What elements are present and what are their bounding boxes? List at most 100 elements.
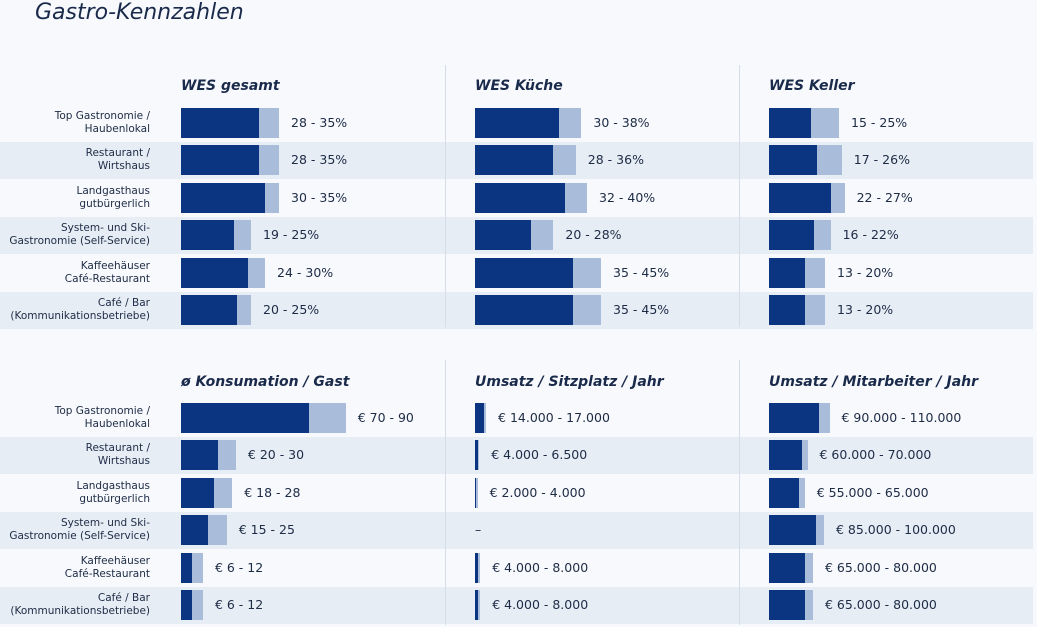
panel-title: WES gesamt [181, 78, 280, 94]
value-label: € 4.000 - 8.000 [492, 559, 589, 575]
value-label: 30 - 35% [291, 189, 348, 205]
separator [445, 360, 446, 625]
range-low [475, 107, 559, 138]
range-low [475, 257, 573, 288]
value-label: € 85.000 - 100.000 [836, 522, 956, 538]
range-low [181, 552, 192, 583]
range-low [181, 182, 265, 213]
value-label: 35 - 45% [613, 264, 670, 280]
range-low [181, 107, 260, 138]
range-low [769, 515, 816, 546]
value-label: 22 - 27% [856, 189, 913, 205]
range-low [181, 477, 214, 508]
range-low [769, 220, 814, 251]
value-label: 28 - 36% [587, 152, 644, 168]
value-label: 19 - 25% [263, 227, 320, 243]
row-stripe [0, 436, 1033, 474]
range-low [475, 182, 565, 213]
range-low [181, 295, 237, 326]
range-low [475, 295, 573, 326]
panel-title: WES Keller [769, 78, 855, 94]
range-low [475, 220, 531, 251]
range-low [181, 440, 218, 471]
value-label: € 18 - 28 [244, 484, 301, 500]
category-label: Restaurant / Wirtshaus [85, 442, 150, 468]
range-low [181, 402, 310, 433]
range-low [769, 552, 805, 583]
range-low [181, 515, 209, 546]
value-label: € 60.000 - 70.000 [819, 447, 932, 463]
range-low [475, 590, 478, 621]
range-low [769, 590, 805, 621]
value-label: 35 - 45% [613, 302, 670, 318]
value-label: € 15 - 25 [238, 522, 295, 538]
category-label: Café / Bar (Kommunikationsbetriebe) [10, 592, 150, 618]
range-low [475, 145, 554, 176]
range-low [181, 145, 260, 176]
value-label: € 14.000 - 17.000 [498, 409, 610, 425]
range-low [475, 440, 478, 471]
value-label: 13 - 20% [837, 264, 894, 280]
value-label: 28 - 35% [291, 152, 348, 168]
range-low [181, 257, 249, 288]
category-label: System- und Ski- Gastronomie (Self-Servi… [9, 517, 150, 543]
value-label: € 90.000 - 110.000 [841, 409, 962, 425]
category-label: Landgasthaus gutbürgerlich [76, 479, 150, 505]
range-low [181, 590, 192, 621]
value-label: € 6 - 12 [214, 597, 264, 613]
panel-title: ø Konsumation / Gast [181, 374, 350, 390]
panel-title: Umsatz / Mitarbeiter / Jahr [769, 374, 979, 390]
range-high [475, 552, 481, 583]
range-low [769, 257, 806, 288]
separator [445, 65, 446, 327]
range-low [475, 477, 477, 508]
range-low [475, 402, 485, 433]
range-low [181, 220, 235, 251]
range-low [769, 402, 819, 433]
value-label: 28 - 35% [291, 114, 348, 130]
panel-title: Umsatz / Sitzplatz / Jahr [475, 374, 664, 390]
range-low [769, 295, 806, 326]
row-stripe [0, 511, 1033, 549]
value-label: 15 - 25% [851, 114, 908, 130]
separator [739, 360, 740, 625]
category-label: Kaffeehäuser Café-Restaurant [64, 259, 150, 285]
value-label: 32 - 40% [599, 189, 656, 205]
value-label: 17 - 26% [853, 152, 910, 168]
value-label: € 4.000 - 8.000 [492, 597, 589, 613]
category-label: Kaffeehäuser Café-Restaurant [64, 554, 150, 580]
range-low [475, 552, 478, 583]
range-high [475, 590, 481, 621]
value-label: 30 - 38% [593, 114, 650, 130]
category-label: System- und Ski- Gastronomie (Self-Servi… [9, 222, 150, 248]
value-label: – [475, 522, 482, 538]
category-label: Café / Bar (Kommunikationsbetriebe) [10, 297, 150, 323]
value-label: € 65.000 - 80.000 [825, 559, 937, 575]
value-label: € 70 - 90 [357, 409, 414, 425]
row-stripe [0, 586, 1033, 624]
range-high [475, 477, 478, 508]
value-label: € 2.000 - 4.000 [489, 484, 586, 500]
value-label: € 55.000 - 65.000 [816, 484, 929, 500]
range-low [769, 107, 811, 138]
separator [739, 65, 740, 327]
page-title: Gastro-Kennzahlen [35, 0, 244, 25]
value-label: 20 - 25% [263, 302, 320, 318]
value-label: 24 - 30% [277, 264, 334, 280]
value-label: € 6 - 12 [214, 559, 264, 575]
category-label: Landgasthaus gutbürgerlich [76, 184, 150, 210]
range-low [769, 182, 831, 213]
value-label: € 65.000 - 80.000 [825, 597, 937, 613]
category-label: Restaurant / Wirtshaus [85, 147, 150, 173]
value-label: 16 - 22% [842, 227, 899, 243]
value-label: 13 - 20% [837, 302, 894, 318]
range-low [769, 440, 802, 471]
category-label: Top Gastronomie / Haubenlokal [54, 109, 150, 135]
value-label: 20 - 28% [565, 227, 622, 243]
range-low [769, 145, 817, 176]
value-label: € 20 - 30 [247, 447, 305, 463]
range-low [769, 477, 800, 508]
panel-title: WES Küche [475, 78, 563, 94]
value-label: € 4.000 - 6.500 [491, 447, 588, 463]
